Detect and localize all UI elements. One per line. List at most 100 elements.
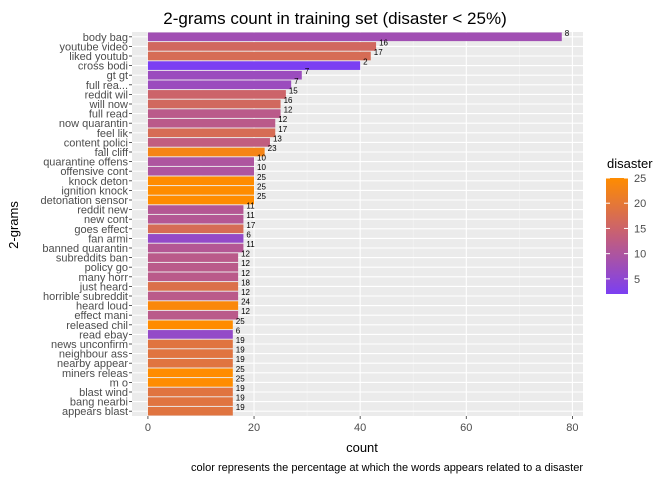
y-tick-label: horrible subreddit [43,291,128,303]
bar-data-label: 17 [278,125,287,134]
legend-tick-label: 10 [634,249,646,261]
y-tick-label: effect mani [74,310,128,322]
bar-data-label: 11 [246,240,255,249]
y-tick-label: blast wind [79,387,128,399]
y-tick-label: body bag [83,32,128,44]
y-tick-label: gt gt [107,70,128,82]
bar-data-label: 16 [379,38,388,47]
chart-title: 2-grams count in training set (disaster … [163,9,506,28]
y-tick-label: fan armi [88,233,128,245]
bar [147,234,244,243]
x-tick-label: 60 [460,422,472,434]
bar-data-label: 23 [268,144,277,153]
y-tick-label: released chil [66,320,128,332]
bar [147,282,239,291]
bar-data-label: 25 [257,173,266,182]
y-tick-label: bang nearbi [70,397,128,409]
y-tick-label: quarantine offens [43,157,128,169]
x-tick-label: 80 [566,422,578,434]
x-tick-label: 40 [354,422,366,434]
bar [147,387,233,397]
y-tick-label: liked youtub [69,51,128,63]
bar [147,224,244,234]
bar [147,301,239,310]
y-axis-label: 2-grams [6,201,21,249]
bar-data-label: 13 [273,134,282,143]
y-tick-label: detonation sensor [41,195,129,207]
bar-data-label: 15 [289,86,298,95]
y-tick-label: subreddits ban [56,253,128,265]
y-tick-label: m o [110,377,128,389]
legend-tick-label: 15 [634,223,646,235]
bar-data-label: 2 [363,58,368,67]
bar-data-label: 17 [246,221,255,230]
bar [147,195,255,205]
y-tick-label: new cont [84,214,128,226]
bar-data-label: 12 [278,115,287,124]
bar-data-label: 6 [246,230,251,239]
bar [147,80,292,90]
bar-data-label: 19 [236,355,245,364]
bar-data-label: 25 [236,374,245,383]
bar-data-label: 25 [257,192,266,201]
legend-title: disaster [607,156,653,171]
y-tick-label: banned quarantin [42,243,128,255]
bar-data-label: 24 [241,298,250,307]
bar [147,176,255,186]
y-tick-label: many horr [78,272,128,284]
bar-data-label: 11 [246,211,255,220]
bar-data-label: 12 [241,269,250,278]
bar-data-label: 7 [294,77,299,86]
bar [147,262,239,272]
bar-data-label: 12 [284,106,293,115]
bar [147,368,233,378]
y-tick-label: reddit new [77,205,128,217]
bar [147,42,377,51]
bar [147,205,244,214]
bar-data-label: 25 [236,365,245,374]
bar-data-label: 11 [246,202,255,211]
bar-data-label: 10 [257,154,266,163]
y-tick-label: ignition knock [61,185,128,197]
bar-data-label: 19 [236,384,245,393]
bar-data-label: 12 [241,250,250,259]
y-tick-label: appears blast [62,406,128,418]
bar [147,32,562,42]
bar-data-label: 6 [236,326,241,335]
y-tick-label: news unconfirm [51,339,128,351]
bar [147,99,281,109]
y-tick-label: full rea... [86,80,128,92]
bar [147,147,265,157]
y-tick-label: goes effect [74,224,128,236]
bar [147,243,244,253]
bar-data-label: 18 [241,278,250,287]
y-tick-label: miners releas [62,368,129,380]
bar [147,70,302,80]
plot-panel [132,32,583,416]
y-tick-label: youtube video [60,41,129,53]
y-tick-label: now quarantin [59,118,128,130]
bar [147,358,233,368]
bar [147,186,255,195]
bar [147,330,233,339]
x-axis-label: count [346,440,378,455]
bar-data-label: 19 [236,403,245,412]
bar [147,128,276,138]
bar-data-label: 12 [241,288,250,297]
bar-data-label: 19 [236,346,245,355]
bar-data-label: 19 [236,336,245,345]
chart-caption: color represents the percentage at which… [191,462,583,474]
y-tick-label: feel lik [97,128,129,140]
y-tick-label: heard loud [76,301,128,313]
y-tick-label: knock deton [69,176,128,188]
y-tick-label: offensive cont [60,166,128,178]
y-tick-label: full read [89,109,128,121]
bar-data-label: 12 [241,259,250,268]
legend-tick-label: 5 [634,274,640,286]
y-tick-label: fall cliff [95,147,129,159]
bar-data-label: 25 [257,182,266,191]
bar [147,109,281,118]
y-tick-label: reddit wil [85,89,128,101]
bar [147,349,233,358]
